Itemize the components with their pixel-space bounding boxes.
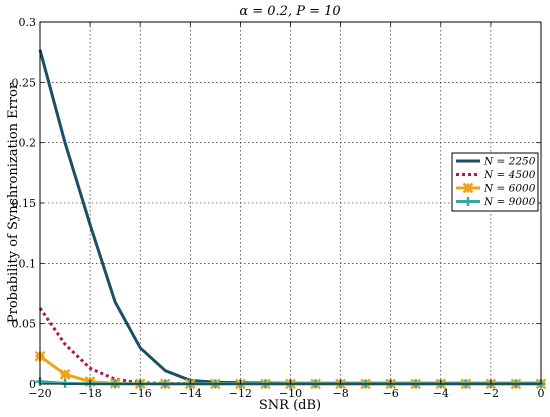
y-tick-label: 0 [29,378,36,391]
legend-entry: N = 9000 [456,196,536,208]
series-line [38,307,541,386]
ticks: −20 −18 −16 −14 −12 −10 −8 −6 −4 −2 000.050.10.150… [12,16,545,400]
legend-label: N = 2250 [483,156,536,168]
y-tick-label: 0.25 [12,76,37,89]
x-tick-label: −6 [383,387,399,400]
chart-title: α = 0.2, P = 10 [239,4,340,19]
y-tick-label: 0.1 [19,257,37,270]
legend-label: N = 9000 [483,196,536,208]
x-tick-label: −8 [332,387,348,400]
y-tick-label: 0.05 [12,318,37,331]
legend-entry: N = 6000 [456,183,536,195]
series [38,49,541,385]
x-tick-label: 0 [538,387,545,400]
x-tick-label: −16 [129,387,152,400]
legend-entry: N = 4500 [456,169,536,181]
y-axis-label: Probability of Synchronization Error [6,82,21,323]
series [38,307,541,386]
x-tick-label: −2 [483,387,499,400]
x-tick-label: −12 [229,387,252,400]
y-tick-label: 0.3 [19,16,37,29]
y-tick-label: 0.2 [19,137,37,150]
series-line [38,49,541,385]
legend-label: N = 6000 [483,183,536,195]
legend-entry: N = 2250 [456,156,536,168]
legend-label: N = 4500 [483,169,536,181]
x-tick-label: −20 [28,387,51,400]
y-tick-label: 0.15 [12,197,37,210]
x-tick-label: −14 [179,387,202,400]
x-tick-label: −18 [78,387,101,400]
x-axis-label: SNR (dB) [259,398,321,413]
x-tick-label: −10 [279,387,302,400]
x-tick-label: −4 [433,387,449,400]
